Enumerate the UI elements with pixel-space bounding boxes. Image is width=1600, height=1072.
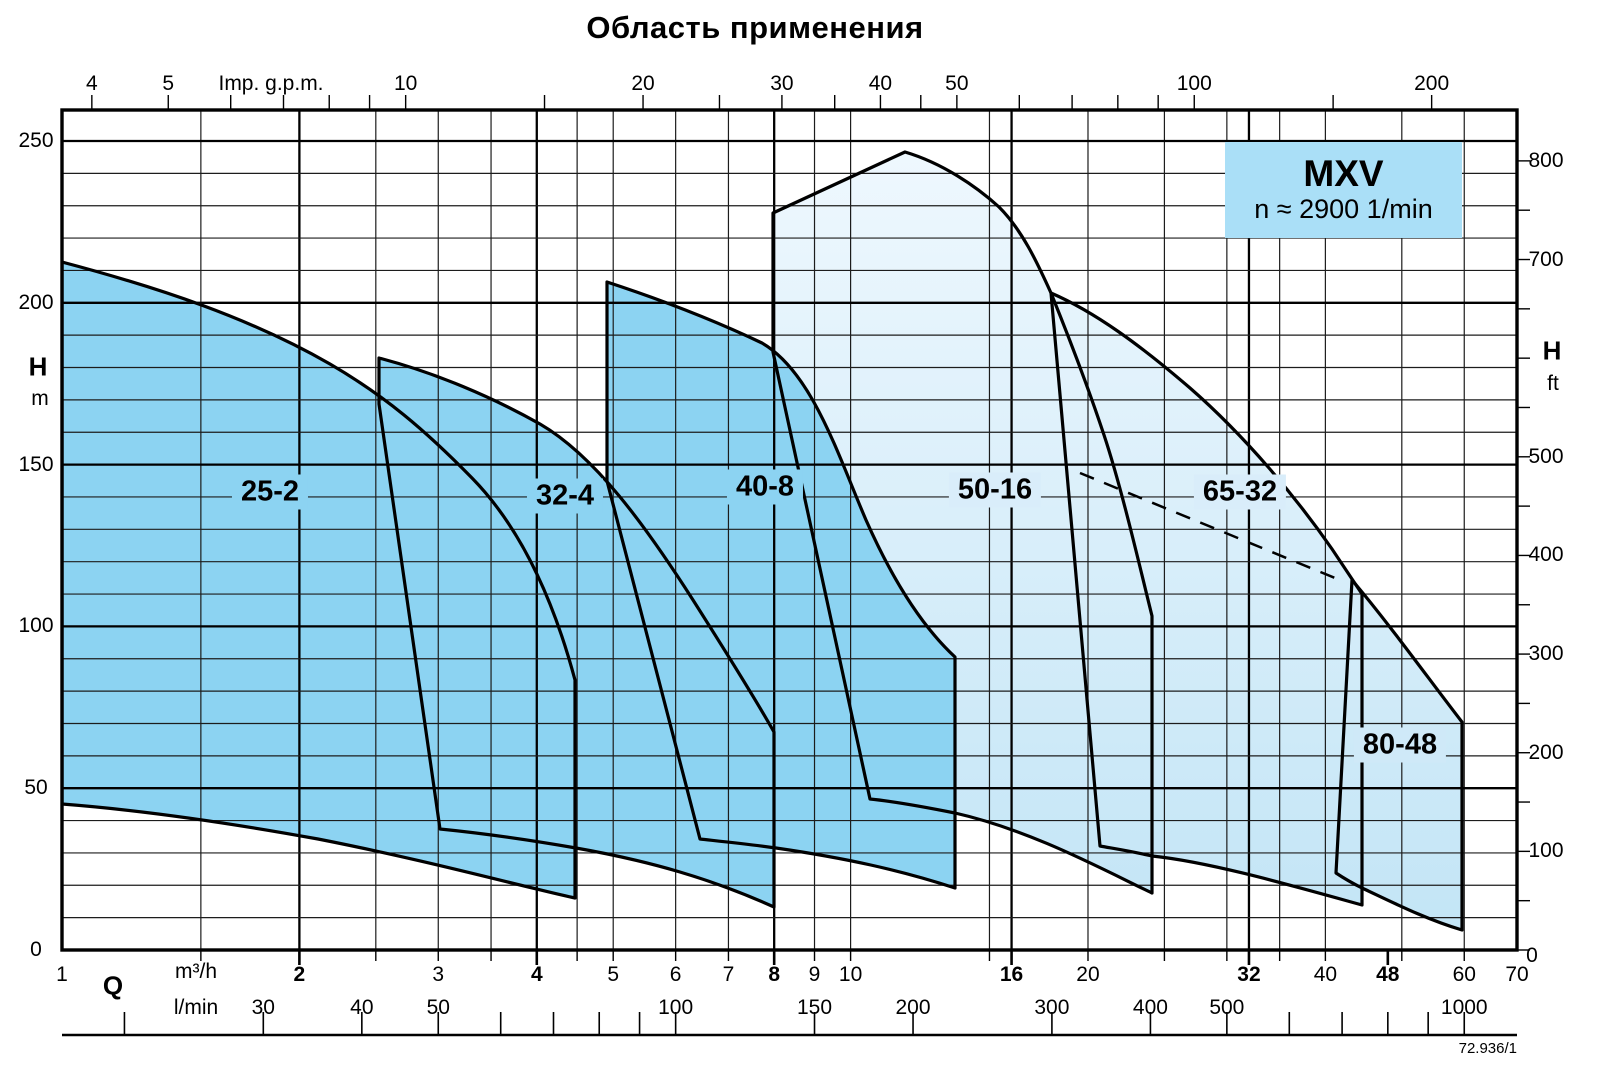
bottom-tick-label: 3 xyxy=(432,963,445,986)
lmin-tick-label: 300 xyxy=(1034,996,1070,1019)
legend-speed: n ≈ 2900 1/min xyxy=(1254,193,1433,224)
left-axis-unit-m: m xyxy=(31,387,49,410)
lmin-tick-label: 400 xyxy=(1132,996,1168,1019)
bottom-axis-symbol-q: Q xyxy=(102,970,124,1001)
top-tick-label: 5 xyxy=(162,72,175,95)
bottom-tick-label: 8 xyxy=(768,963,781,986)
envelope-label-80-48: 80-48 xyxy=(1353,727,1447,763)
bottom-tick-label: 2 xyxy=(293,963,306,986)
axis-ticks xyxy=(62,95,1530,1037)
lmin-tick-label: 50 xyxy=(426,996,450,1019)
bottom-tick-label: 16 xyxy=(999,963,1024,986)
legend-box: MXV n ≈ 2900 1/min xyxy=(1225,142,1462,238)
right-axis-symbol-h: H xyxy=(1542,335,1562,366)
left-tick-label: 200 xyxy=(18,290,54,314)
envelope-outline-25-2 xyxy=(62,260,577,900)
right-tick-label: 800 xyxy=(1528,148,1564,172)
envelope-label-40-8: 40-8 xyxy=(726,469,804,505)
left-tick-label: 250 xyxy=(18,129,54,152)
envelope-label-50-16: 50-16 xyxy=(948,472,1042,508)
envelope-label-25-2: 25-2 xyxy=(231,474,309,510)
lmin-tick-label: 30 xyxy=(251,996,275,1019)
top-tick-label: 30 xyxy=(770,72,794,95)
envelope-label-65-32: 65-32 xyxy=(1193,474,1287,510)
bottom-tick-label: 32 xyxy=(1237,963,1261,986)
top-tick-label: 10 xyxy=(393,72,418,95)
dashed-limit-line xyxy=(1079,471,1336,580)
top-tick-label: 200 xyxy=(1414,72,1450,95)
bottom-tick-label: 9 xyxy=(808,963,821,986)
bottom-tick-label: 40 xyxy=(1313,963,1338,986)
right-tick-label: 400 xyxy=(1528,543,1564,567)
bottom-tick-label: 70 xyxy=(1505,963,1529,986)
bottom-tick-label: 10 xyxy=(838,963,863,986)
bottom-axis-unit-m3h: m³/h xyxy=(175,960,217,983)
lmin-tick-label: 100 xyxy=(658,996,694,1019)
right-tick-label: 0 xyxy=(1526,944,1538,967)
top-tick-label: 50 xyxy=(945,72,969,95)
envelope-outline-40-8 xyxy=(605,280,957,890)
lmin-tick-label: 150 xyxy=(796,996,833,1019)
bottom-tick-label: 60 xyxy=(1452,963,1476,986)
lmin-tick-label: 1000 xyxy=(1440,996,1488,1019)
envelope-outline-80-48 xyxy=(1334,578,1464,932)
bottom-axis-unit-lmin: l/min xyxy=(173,996,219,1019)
reference-code: 72.936/1 xyxy=(1458,1040,1517,1057)
bottom-tick-label: 1 xyxy=(56,963,68,986)
right-tick-label: 200 xyxy=(1528,740,1564,764)
envelope-fill-25-2 xyxy=(62,262,575,898)
right-tick-label: 500 xyxy=(1528,444,1564,468)
right-tick-label: 100 xyxy=(1528,839,1564,863)
bottom-tick-label: 6 xyxy=(669,963,682,986)
bottom-tick-label: 20 xyxy=(1076,963,1100,986)
left-tick-label: 100 xyxy=(18,614,54,638)
top-tick-label: 40 xyxy=(868,72,893,95)
legend-pump-series: MXV xyxy=(1303,153,1384,195)
envelope-fills xyxy=(62,152,1462,930)
bottom-tick-label: 7 xyxy=(722,963,735,986)
left-axis-symbol-h: H xyxy=(28,351,48,382)
lmin-tick-label: 40 xyxy=(350,996,374,1019)
left-tick-label: 0 xyxy=(30,938,42,961)
bottom-tick-label: 48 xyxy=(1376,963,1400,986)
envelope-outline-50-16 xyxy=(771,150,1154,895)
left-tick-label: 50 xyxy=(24,776,48,800)
bottom-tick-label: 4 xyxy=(530,963,543,986)
plot-border xyxy=(60,108,1519,952)
right-tick-label: 300 xyxy=(1528,642,1564,666)
envelope-outlines xyxy=(62,150,1464,932)
chart-title: Область применения xyxy=(586,10,924,45)
plot-area xyxy=(62,110,1517,950)
right-axis-unit-ft: ft xyxy=(1547,372,1559,395)
envelope-label-32-4: 32-4 xyxy=(526,478,604,514)
top-axis-unit-imp-gpm: Imp. g.p.m. xyxy=(218,72,324,95)
top-tick-label: 4 xyxy=(85,72,98,95)
top-tick-label: 100 xyxy=(1176,72,1212,95)
lmin-tick-label: 500 xyxy=(1209,996,1245,1019)
bottom-tick-label: 5 xyxy=(607,963,620,986)
right-tick-label: 700 xyxy=(1528,247,1564,271)
left-tick-label: 150 xyxy=(18,452,54,476)
lmin-tick-label: 200 xyxy=(895,996,931,1019)
top-tick-label: 20 xyxy=(631,72,655,95)
